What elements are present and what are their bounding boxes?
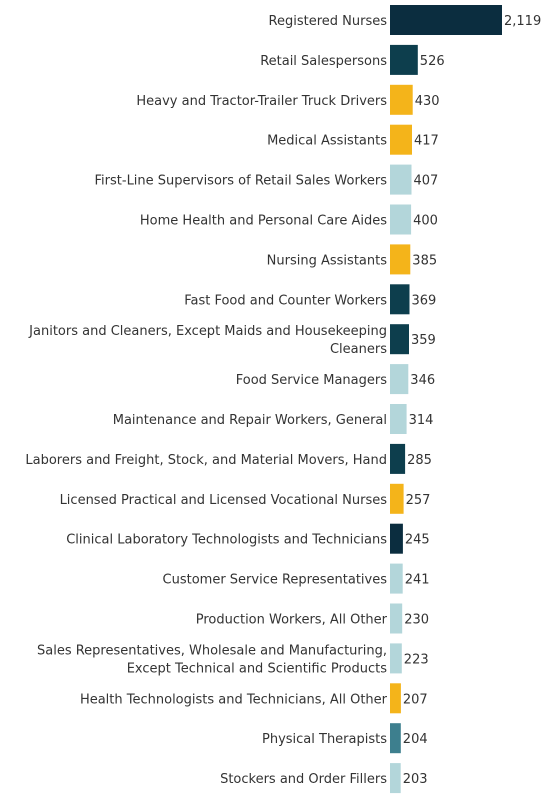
category-label-line: Medical Assistants	[267, 134, 387, 149]
value-label-18: 204	[403, 732, 428, 747]
category-label-line: Customer Service Representatives	[163, 573, 388, 588]
bar-10	[390, 404, 407, 434]
category-label-3: Medical Assistants	[267, 134, 387, 149]
category-label-line: Except Technical and Scientific Products	[127, 661, 388, 676]
bar-0	[390, 5, 502, 35]
value-label-12: 257	[406, 493, 431, 508]
value-label-11: 285	[407, 453, 432, 468]
value-label-16: 223	[404, 652, 429, 667]
category-label-line: Cleaners	[330, 342, 387, 357]
category-label-line: Physical Therapists	[262, 732, 387, 747]
bar-3	[390, 124, 412, 155]
category-label-line: Home Health and Personal Care Aides	[140, 214, 387, 229]
category-label-6: Nursing Assistants	[267, 253, 388, 268]
category-label-line: Sales Representatives, Wholesale and Man…	[37, 643, 387, 658]
bar-11	[390, 443, 406, 474]
value-label-14: 241	[405, 573, 430, 588]
bar-16	[390, 643, 402, 674]
category-label-10: Maintenance and Repair Workers, General	[113, 413, 387, 428]
bar-7	[390, 284, 410, 315]
value-label-2: 430	[415, 94, 440, 109]
value-label-0: 2,119	[504, 14, 541, 29]
category-label-line: Production Workers, All Other	[196, 613, 388, 628]
category-label-line: Nursing Assistants	[267, 253, 388, 268]
bar-14	[390, 563, 403, 594]
category-label-line: Laborers and Freight, Stock, and Materia…	[25, 453, 387, 468]
category-label-1: Retail Salespersons	[260, 54, 387, 69]
value-label-6: 385	[412, 253, 437, 268]
bar-2	[390, 84, 413, 115]
category-label-19: Stockers and Order Fillers	[220, 772, 387, 787]
value-label-15: 230	[404, 613, 429, 628]
bar-1	[390, 44, 418, 75]
category-label-2: Heavy and Tractor-Trailer Truck Drivers	[136, 94, 387, 109]
value-label-7: 369	[412, 293, 437, 308]
bar-15	[390, 603, 403, 634]
category-label-0: Registered Nurses	[269, 14, 388, 29]
value-label-3: 417	[414, 134, 439, 149]
bar-5	[390, 204, 412, 235]
category-labels-group: Registered Nurses Retail Salespersons Heav…	[25, 14, 387, 787]
bar-9	[390, 364, 409, 395]
value-labels-group: 2,119 526 430 417 407 400 385 369 359 346 314 285 25…	[403, 14, 542, 787]
value-label-1: 526	[420, 54, 445, 69]
category-label-9: Food Service Managers	[236, 373, 387, 388]
category-label-line: First-Line Supervisors of Retail Sales W…	[95, 174, 388, 189]
value-label-17: 207	[403, 692, 428, 707]
category-label-line: Fast Food and Counter Workers	[184, 293, 387, 308]
category-label-15: Production Workers, All Other	[196, 613, 388, 628]
bar-12	[390, 483, 404, 514]
category-label-17: Health Technologists and Technicians, Al…	[80, 692, 388, 707]
category-label-4: First-Line Supervisors of Retail Sales W…	[95, 174, 388, 189]
bar-6	[390, 244, 411, 275]
value-label-13: 245	[405, 533, 430, 548]
bar-19	[390, 763, 401, 794]
category-label-line: Stockers and Order Fillers	[220, 772, 387, 787]
bars-group	[390, 5, 502, 794]
category-label-11: Laborers and Freight, Stock, and Materia…	[25, 453, 387, 468]
bar-4	[390, 164, 412, 195]
value-label-10: 314	[409, 413, 434, 428]
category-label-line: Health Technologists and Technicians, Al…	[80, 692, 388, 707]
bar-13	[390, 523, 403, 554]
category-label-line: Retail Salespersons	[260, 54, 387, 69]
bar-17	[390, 683, 401, 714]
category-label-12: Licensed Practical and Licensed Vocation…	[60, 493, 388, 508]
value-label-19: 203	[403, 772, 428, 787]
category-label-line: Maintenance and Repair Workers, General	[113, 413, 387, 428]
category-label-line: Registered Nurses	[269, 14, 388, 29]
category-label-line: Janitors and Cleaners, Except Maids and …	[28, 324, 387, 339]
category-label-5: Home Health and Personal Care Aides	[140, 214, 387, 229]
category-label-16: Sales Representatives, Wholesale and Man…	[37, 643, 387, 676]
value-label-8: 359	[411, 333, 436, 348]
category-label-13: Clinical Laboratory Technologists and Te…	[66, 533, 387, 548]
value-label-5: 400	[413, 214, 438, 229]
category-label-8: Janitors and Cleaners, Except Maids and …	[28, 324, 387, 357]
category-label-line: Food Service Managers	[236, 373, 387, 388]
bar-18	[390, 723, 401, 754]
category-label-7: Fast Food and Counter Workers	[184, 293, 387, 308]
category-label-14: Customer Service Representatives	[163, 573, 388, 588]
category-label-line: Clinical Laboratory Technologists and Te…	[66, 533, 387, 548]
category-label-line: Heavy and Tractor-Trailer Truck Drivers	[136, 94, 387, 109]
value-label-9: 346	[410, 373, 435, 388]
bar-8	[390, 324, 409, 355]
category-label-18: Physical Therapists	[262, 732, 387, 747]
value-label-4: 407	[414, 174, 439, 189]
category-label-line: Licensed Practical and Licensed Vocation…	[60, 493, 388, 508]
